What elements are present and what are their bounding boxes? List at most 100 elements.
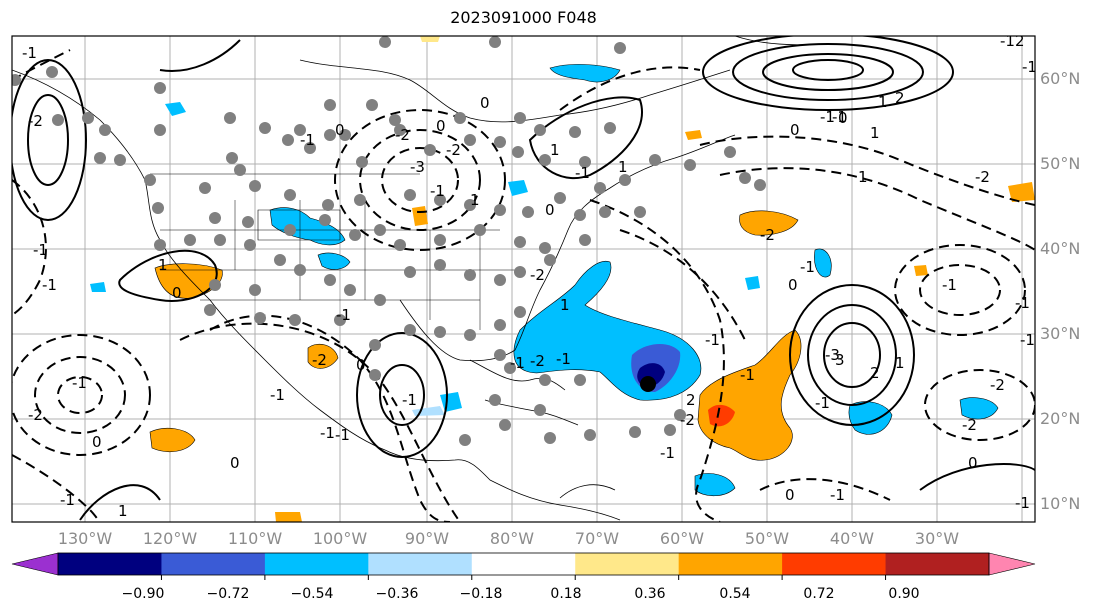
station-marker [599,206,611,218]
station-marker [494,319,506,331]
station-marker [579,234,591,246]
station-marker [464,329,476,341]
station-marker [489,36,501,48]
colorbar-tick-label: −0.36 [376,586,419,602]
contour-label: -1 [830,486,845,504]
contour-label: 0 [92,433,102,451]
positive-contour [792,59,864,81]
latitude-axis: 60°N 50°N 40°N 30°N 20°N 10°N [1040,69,1080,513]
map-title: 2023091000 F048 [450,8,597,27]
station-marker [254,312,266,324]
station-marker [494,136,506,148]
contour-label: 0 [545,201,555,219]
station-marker [339,129,351,141]
contour-label: 1 [158,256,168,274]
contour-label: 0 [335,121,345,139]
contour-label: -12 [1000,32,1025,50]
station-marker [114,154,126,166]
station-marker [249,180,261,192]
station-marker [649,154,661,166]
contour-label: -1 [556,350,571,368]
negative-contour [759,478,891,501]
positive-anomaly-region [149,427,196,453]
station-marker [356,156,368,168]
negative-contour [619,229,746,341]
contour-label: -2 [530,266,545,284]
contour-label: -1 [1015,294,1030,312]
station-marker [569,126,581,138]
negative-contour [57,376,103,414]
station-marker [349,229,361,241]
storm-center-marker [640,376,656,392]
lon-tick-label: 100°W [313,529,368,548]
station-marker [294,264,306,276]
station-marker [214,234,226,246]
contour-label: 2 [870,364,880,382]
contour-label: 2 [686,391,696,409]
contour-label: 1 [560,296,570,314]
positive-contour [762,53,894,91]
colorbar-tick-label: 0.54 [719,586,750,602]
station-marker [274,254,286,266]
station-marker [204,304,216,316]
negative-contour [12,179,47,316]
negative-anomaly-region [317,252,351,270]
station-marker [99,124,111,136]
station-marker [322,199,334,211]
station-marker [404,189,416,201]
contour-label: -1 [300,131,315,149]
contour-label: 1 [870,124,880,142]
positive-contour [159,39,241,72]
station-marker [46,66,58,78]
lat-tick-label: 40°N [1040,239,1080,258]
negative-contour [559,66,701,111]
contour-label: -1 [942,276,957,294]
contour-label: -1 [270,386,285,404]
colorbar-extend-min [11,552,59,576]
station-marker [284,189,296,201]
positive-contour [789,284,915,426]
contour-label: 0 [790,121,800,139]
lon-tick-label: 30°W [915,529,959,548]
lon-tick-label: 60°W [660,529,704,548]
contour-label: 1 [618,158,628,176]
negative-contour [12,334,151,456]
positive-contour [528,96,643,180]
negative-anomaly-region [269,207,346,246]
contour-label: -1 [660,444,675,462]
station-marker [554,192,566,204]
contour-label: -1 [33,241,48,259]
station-marker [284,224,296,236]
station-marker [459,434,471,446]
colorbar-tick-label: −0.54 [291,586,334,602]
station-marker [574,209,586,221]
lon-tick-label: 50°W [745,529,789,548]
contour-label: -2 [28,406,43,424]
station-marker [544,432,556,444]
contour-label: 1 [118,502,128,520]
contour-label: -2 [446,141,461,159]
station-marker [289,314,301,326]
station-marker [394,239,406,251]
contour-label: -1 [1015,494,1030,512]
colorbar [11,552,1036,580]
station-marker [474,224,486,236]
positive-contour [919,463,1035,491]
station-marker [209,279,221,291]
negative-anomaly-region [694,473,736,497]
station-marker [379,36,391,48]
positive-contour [823,322,881,388]
station-marker [184,234,196,246]
station-marker [226,152,238,164]
contour-label: -2 [312,351,327,369]
contour-label: 1 [895,354,905,372]
colorbar-segment [471,553,576,575]
station-marker [344,284,356,296]
station-marker [366,99,378,111]
station-marker [434,234,446,246]
station-marker [324,274,336,286]
contour-label: -2 [28,112,43,130]
station-marker [404,266,416,278]
station-marker [544,254,556,266]
negative-contour [589,199,725,522]
